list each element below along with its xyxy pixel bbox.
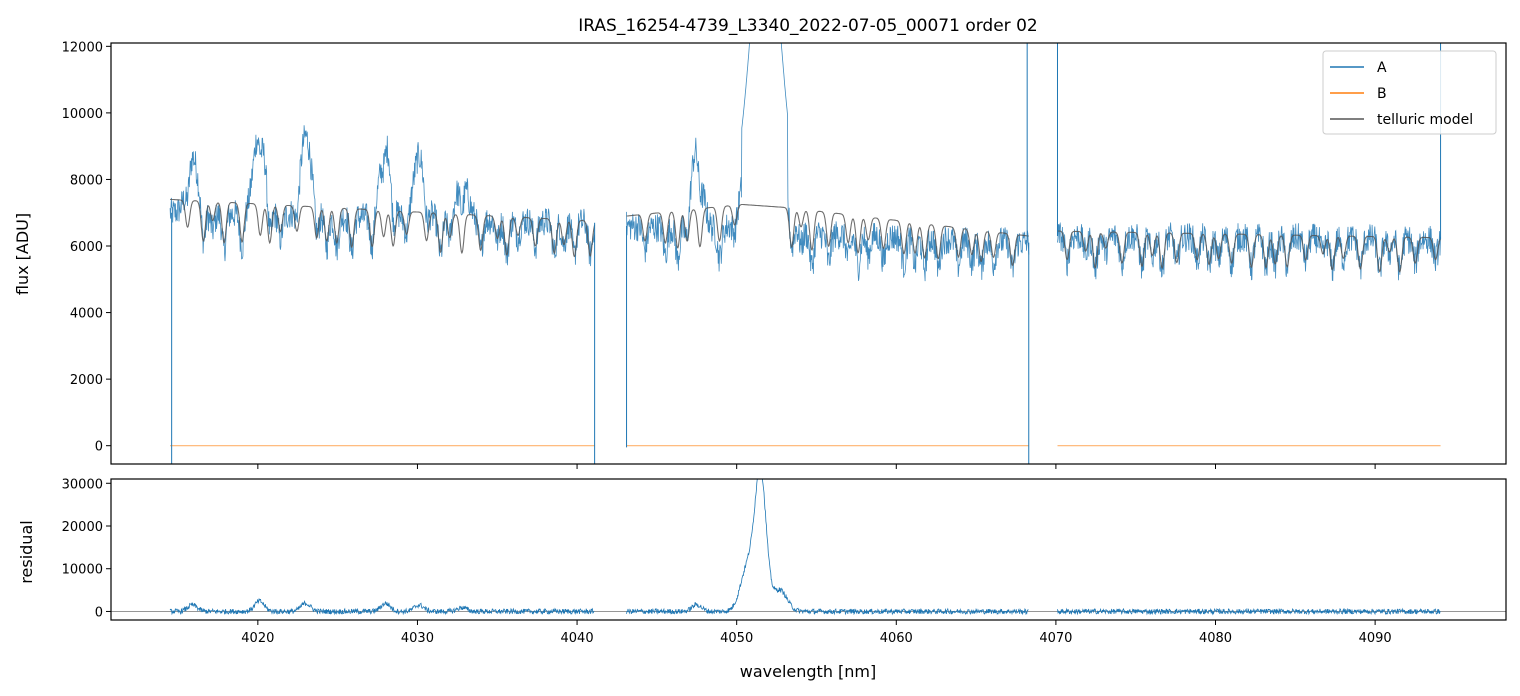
x-axis-label: wavelength [nm] (740, 662, 877, 681)
series-a-line-segment-1 (169, 125, 595, 267)
residual-y-tick-label: 30000 (62, 477, 103, 492)
flux-panel: 0 2000 4000 6000 8000 10000 12000 flux [ADU] (13, 40, 1507, 469)
flux-y-tick-label: 2000 (70, 373, 103, 388)
residual-y-tick-label: 20000 (62, 520, 103, 535)
residual-line-segment-2 (626, 479, 1029, 616)
telluric-model-line-segment-1 (170, 198, 596, 258)
flux-y-tick-label: 4000 (70, 307, 103, 322)
residual-line-segment-1 (169, 597, 595, 616)
residual-line-segment-3 (1057, 607, 1441, 616)
legend-label-b: B (1377, 86, 1387, 102)
residual-axes-frame (110, 478, 1507, 621)
x-tick-label: 4090 (1359, 631, 1392, 646)
residual-plot-area (111, 479, 1506, 616)
x-tick-label: 4070 (1039, 631, 1072, 646)
flux-y-axis-label: flux [ADU] (13, 213, 32, 295)
x-tick-label: 4040 (561, 631, 594, 646)
telluric-model-line-segment-2 (626, 203, 1029, 267)
legend-frame (1322, 50, 1497, 135)
legend-label-a: A (1377, 60, 1387, 76)
x-tick-label: 4030 (401, 631, 434, 646)
series-a-line-segment-2 (626, 43, 1030, 282)
residual-panel: 0 10000 20000 30000 4020 4030 4040 4050 4060 407… (17, 477, 1507, 681)
x-tick-label: 4050 (720, 631, 753, 646)
flux-y-tick-label: 12000 (62, 40, 103, 55)
residual-x-ticks: 4020 4030 4040 4050 4060 4070 4080 4090 (241, 620, 1392, 646)
flux-plot-area (169, 43, 1442, 464)
flux-y-tick-label: 6000 (70, 240, 103, 255)
flux-y-tick-label: 8000 (70, 173, 103, 188)
x-tick-label: 4080 (1199, 631, 1232, 646)
residual-y-tick-label: 10000 (62, 563, 103, 578)
flux-axes-frame (110, 42, 1507, 465)
chart-title: IRAS_16254-4739_L3340_2022-07-05_00071 o… (578, 16, 1037, 36)
legend: A B telluric model (1322, 50, 1497, 135)
legend-label-telluric: telluric model (1377, 112, 1473, 128)
residual-y-axis-label: residual (17, 520, 36, 583)
flux-y-tick-label: 0 (95, 440, 103, 455)
flux-y-ticks: 0 2000 4000 6000 8000 10000 12000 (62, 40, 111, 455)
flux-y-tick-label: 10000 (62, 107, 103, 122)
x-tick-label: 4060 (880, 631, 913, 646)
flux-x-ticks (257, 464, 1376, 469)
residual-y-ticks: 0 10000 20000 30000 (62, 477, 111, 620)
residual-y-tick-label: 0 (95, 605, 103, 620)
telluric-model-line-segment-3 (1057, 230, 1441, 273)
x-tick-label: 4020 (241, 631, 274, 646)
